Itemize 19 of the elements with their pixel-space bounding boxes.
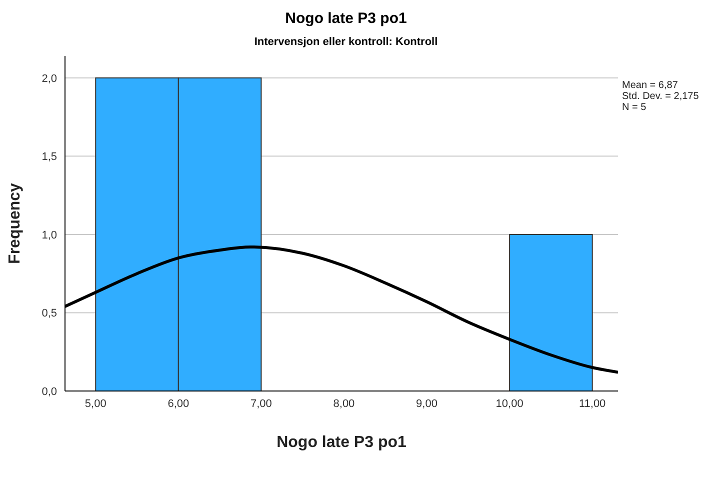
y-tick-label: 0,5 xyxy=(42,308,57,320)
x-tick-label: 8,00 xyxy=(333,398,355,410)
x-tick-label: 11,00 xyxy=(578,398,606,410)
x-tick-label: 6,00 xyxy=(168,398,190,410)
y-tick-label: 0,0 xyxy=(42,386,57,398)
chart-subtitle: Intervensjon eller kontroll: Kontroll xyxy=(253,36,439,48)
y-axis-title: Frequency xyxy=(6,182,24,264)
x-tick-label: 5,00 xyxy=(84,398,106,410)
y-tick-label: 1,0 xyxy=(42,229,57,242)
text: Mean = 6,87 xyxy=(622,80,679,91)
y-tick-label: 2,0 xyxy=(42,72,57,85)
chart-title: Nogo late P3 po1 xyxy=(284,10,408,27)
x-tick-label: 7,00 xyxy=(250,398,272,410)
text: Std. Dev. = 2,175 xyxy=(622,91,699,102)
x-axis-title: Nogo late P3 po1 xyxy=(276,434,406,451)
text: N = 5 xyxy=(622,102,648,113)
y-tick-label: 1,5 xyxy=(42,151,57,164)
x-tick-label: 10,00 xyxy=(496,398,524,410)
x-tick-label: 9,00 xyxy=(416,398,438,410)
